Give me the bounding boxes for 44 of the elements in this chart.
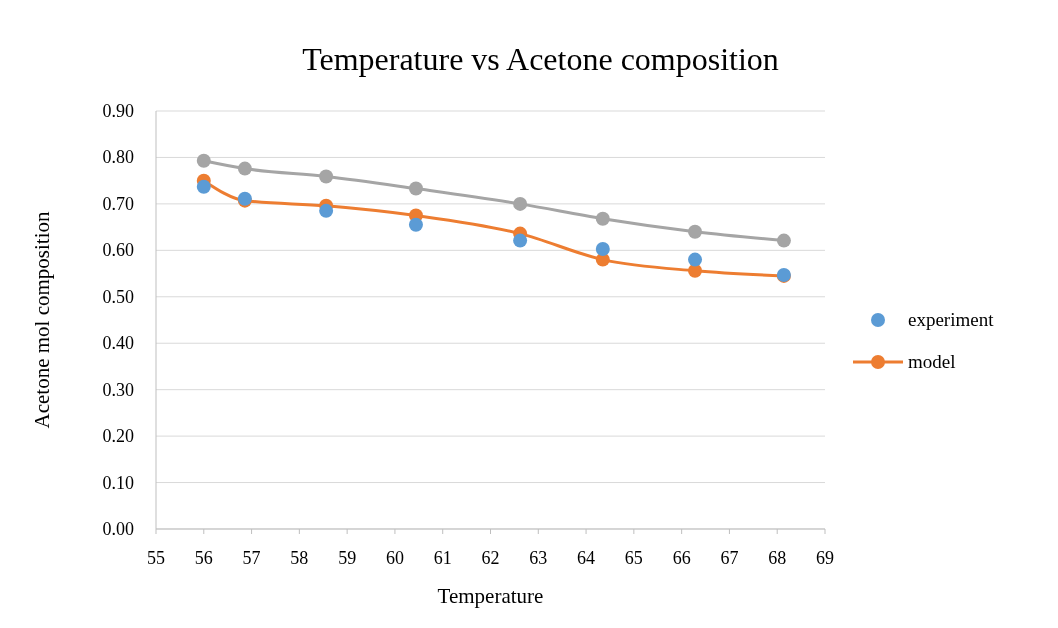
y-tick-label: 0.70	[102, 193, 134, 214]
x-tick-label: 58	[290, 548, 309, 568]
x-tick-label: 63	[529, 548, 548, 568]
x-tick-label: 69	[816, 548, 834, 568]
y-tick-label: 0.60	[102, 240, 134, 261]
point	[513, 233, 528, 248]
x-tick-label: 62	[481, 548, 500, 568]
x-tick-label: 68	[768, 548, 787, 568]
y-axis-title: Acetone mol composition	[30, 211, 54, 429]
point	[776, 233, 791, 248]
x-tick-label: 60	[385, 548, 404, 568]
y-tick-label: 0.40	[102, 333, 134, 354]
y-tick-label: 0.50	[102, 286, 134, 307]
point	[688, 224, 703, 239]
legend-label: model	[908, 351, 956, 372]
y-tick-label: 0.20	[102, 426, 134, 447]
x-tick-label: 67	[720, 548, 739, 568]
y-tick-label: 0.90	[102, 101, 134, 121]
point	[513, 196, 528, 211]
point	[688, 252, 703, 267]
point	[319, 203, 334, 218]
y-tick-label: 0.80	[102, 147, 134, 168]
point	[196, 179, 211, 194]
x-tick-label: 56	[194, 548, 213, 568]
point	[237, 161, 252, 176]
x-tick-label: 65	[624, 548, 643, 568]
x-tick-label: 57	[242, 548, 261, 568]
x-tick-label: 64	[577, 548, 596, 568]
chart-title: Temperature vs Acetone composition	[302, 41, 779, 77]
point	[595, 211, 610, 226]
y-tick-label: 0.10	[102, 472, 134, 493]
point	[408, 181, 423, 196]
point	[319, 169, 334, 184]
y-tick-label: 0.00	[102, 519, 134, 539]
point	[595, 241, 610, 256]
y-tick-label: 0.30	[102, 379, 134, 400]
point	[408, 217, 423, 232]
x-axis-title: Temperature	[437, 584, 544, 608]
x-tick-label: 61	[433, 548, 452, 568]
legend-label: experiment	[908, 309, 995, 330]
point	[196, 153, 211, 168]
x-tick-label: 66	[672, 548, 691, 568]
x-tick-label: 59	[338, 548, 357, 568]
x-tick-label: 55	[147, 548, 165, 568]
